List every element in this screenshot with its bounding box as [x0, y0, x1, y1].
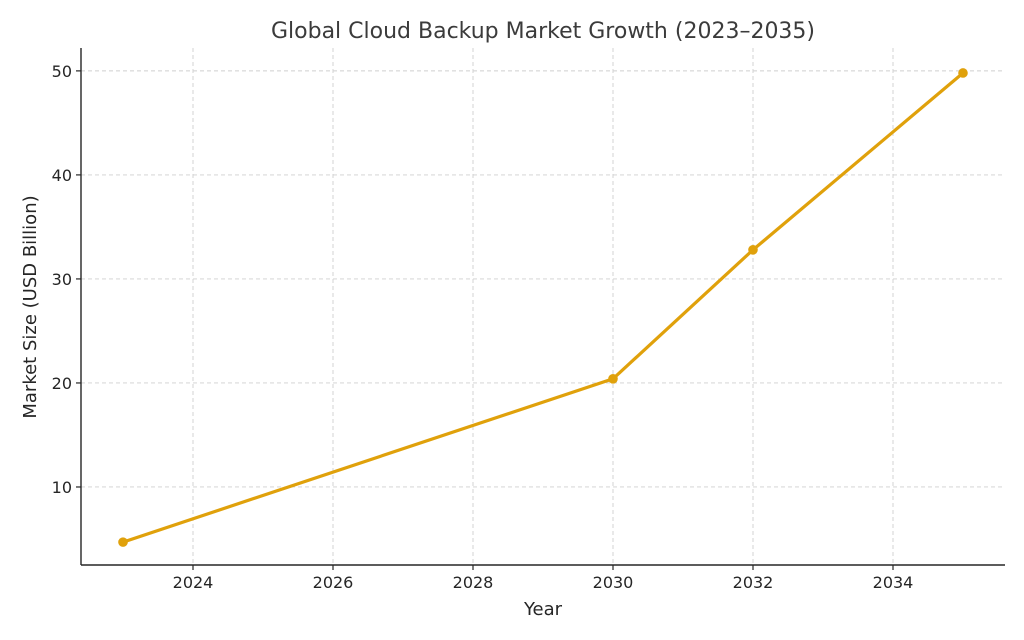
data-point — [118, 537, 128, 547]
axes-layer — [80, 48, 1005, 566]
x-tick-label: 2032 — [733, 573, 774, 592]
y-tick-label: 50 — [52, 62, 72, 81]
chart-title: Global Cloud Backup Market Growth (2023–… — [271, 19, 815, 44]
grid-layer — [81, 48, 1005, 565]
x-tick-label: 2024 — [173, 573, 214, 592]
data-point — [608, 373, 618, 384]
x-tick-label: 2030 — [593, 573, 634, 592]
data-point — [748, 245, 758, 255]
y-axis-label: Market Size (USD Billion) — [20, 195, 41, 418]
x-tick-label: 2026 — [313, 573, 354, 592]
y-tick-label: 20 — [52, 374, 72, 393]
series-line — [121, 71, 965, 544]
y-tick-label: 40 — [52, 166, 72, 185]
x-axis-label: Year — [523, 599, 563, 620]
data-point — [958, 68, 968, 78]
x-tick-label: 2034 — [873, 573, 914, 592]
series-layer — [118, 68, 968, 547]
x-tick-label: 2028 — [453, 573, 494, 592]
y-tick-label: 30 — [52, 270, 72, 289]
y-tick-label: 10 — [52, 478, 72, 497]
